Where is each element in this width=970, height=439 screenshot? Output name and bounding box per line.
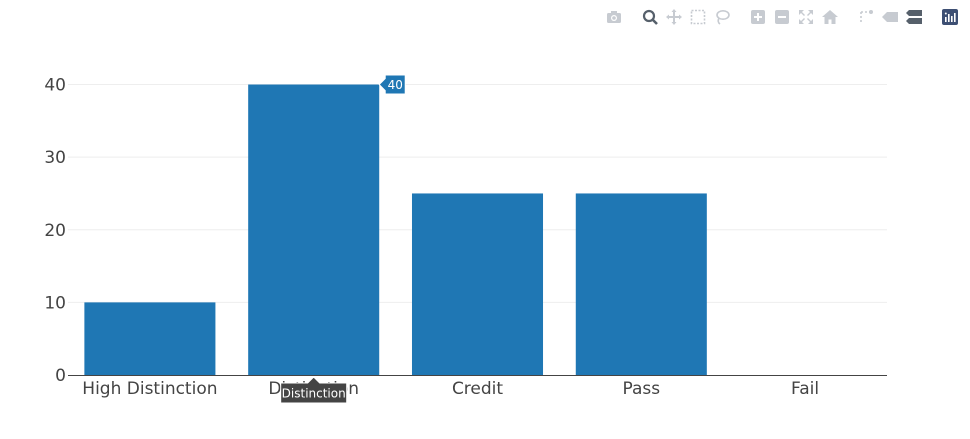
modebar (590, 8, 962, 26)
zoom-out-icon[interactable] (770, 8, 794, 26)
zoom-in-icon[interactable] (746, 8, 770, 26)
bar[interactable] (575, 193, 707, 375)
x-tick-label: Fail (791, 379, 819, 399)
hover-compare-icon[interactable] (902, 8, 926, 26)
y-tick-label: 30 (44, 148, 66, 168)
lasso-select-icon[interactable] (710, 8, 734, 26)
hover-category-label: Distinction (282, 387, 346, 401)
autoscale-icon[interactable] (794, 8, 818, 26)
pan-icon[interactable] (662, 8, 686, 26)
bar[interactable] (248, 84, 380, 376)
plotly-logo-icon[interactable] (938, 8, 962, 26)
y-tick-label: 0 (55, 366, 66, 386)
modebar-group (854, 8, 926, 26)
modebar-group (746, 8, 842, 26)
modebar-group (938, 8, 962, 26)
x-tick-label: Pass (622, 379, 660, 399)
x-tick-label: Credit (452, 379, 503, 399)
bar[interactable] (411, 193, 544, 375)
y-tick-label: 10 (44, 293, 66, 313)
x-tick-label: High Distinction (82, 379, 217, 399)
modebar-group (602, 8, 626, 26)
spike-lines-icon[interactable] (854, 8, 878, 26)
box-select-icon[interactable] (686, 8, 710, 26)
hover-value-label: 40 (388, 78, 403, 92)
hover-category-box (280, 376, 348, 404)
hover-value-box (378, 74, 406, 95)
reset-axes-icon[interactable] (818, 8, 842, 26)
modebar-group (638, 8, 734, 26)
camera-icon[interactable] (602, 8, 626, 26)
hover-closest-icon[interactable] (878, 8, 902, 26)
y-tick-label: 40 (44, 76, 66, 96)
y-tick-label: 20 (44, 221, 66, 241)
zoom-icon[interactable] (638, 8, 662, 26)
bar[interactable] (84, 302, 216, 375)
